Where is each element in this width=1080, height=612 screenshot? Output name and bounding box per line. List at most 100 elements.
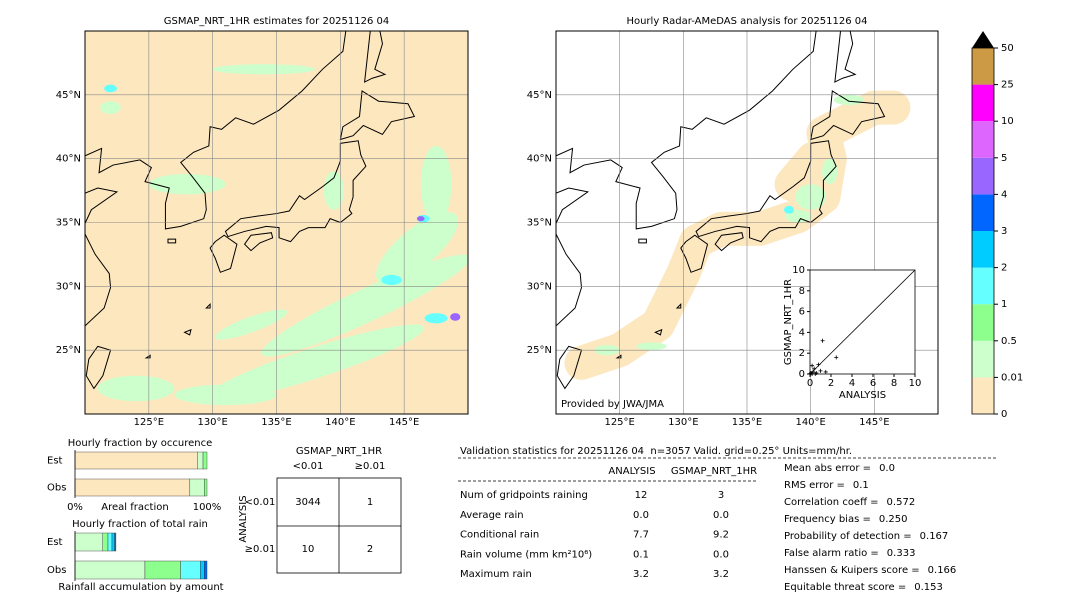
colorbar-swatch xyxy=(972,157,994,195)
colorbar-tick-label: 2 xyxy=(1001,263,1007,274)
score-label: RMS error = xyxy=(784,480,845,491)
bar-segment xyxy=(74,560,146,580)
scatter-point xyxy=(823,369,828,374)
y-tick-label: 30°N xyxy=(56,281,81,292)
colorbar-tick-label: 0.5 xyxy=(1001,336,1017,347)
bar-segment xyxy=(197,451,204,470)
y-tick-label: 35°N xyxy=(56,218,81,229)
x-tick-label: 4 xyxy=(849,378,855,389)
category-label: Obs xyxy=(47,565,66,576)
stats-value: 0.0 xyxy=(633,510,649,521)
stats-label: Conditional rain xyxy=(460,530,539,541)
y-tick-label: 25°N xyxy=(56,345,81,356)
scatter-point xyxy=(816,362,821,367)
y-tick-label: 0 xyxy=(799,369,805,380)
y-tick-label: 35°N xyxy=(527,218,552,229)
colorbar-tick-label: 0.01 xyxy=(1001,372,1023,383)
bar-title: Hourly fraction of total rain xyxy=(72,519,208,530)
stats-value: 3.2 xyxy=(713,569,729,580)
x-tick-label: 0% xyxy=(67,502,83,513)
column-label: ≥0.01 xyxy=(355,461,386,472)
colorbar-swatch xyxy=(972,194,994,231)
x-tick-label: 125°E xyxy=(134,417,164,428)
colorbar-tick-label: 4 xyxy=(1001,189,1007,200)
colorbar-extend xyxy=(972,31,994,48)
bar-segment xyxy=(204,560,208,580)
x-axis-label: Areal fraction xyxy=(101,502,168,513)
colorbar-swatch xyxy=(972,231,994,268)
colorbar-swatch xyxy=(972,377,994,414)
score-value: 0.0 xyxy=(879,463,895,474)
rain-areas xyxy=(97,64,468,406)
bar-segment xyxy=(114,532,117,552)
score-value: 0.1 xyxy=(853,480,869,491)
colorbar-swatch xyxy=(972,84,994,122)
x-tick-label: 2 xyxy=(828,378,834,389)
x-tick-label: 145°E xyxy=(389,417,419,428)
row-title: ANALYSIS xyxy=(238,495,249,542)
y-tick-label: 45°N xyxy=(56,90,81,101)
score-value: 0.250 xyxy=(879,514,908,525)
rain-areas-max xyxy=(416,216,461,321)
bar-segment xyxy=(200,560,205,580)
colorbar-tick-label: 10 xyxy=(1001,116,1014,127)
stats-column: ANALYSIS xyxy=(608,466,655,477)
x-tick-label: 130°E xyxy=(668,417,698,428)
stats-label: Maximum rain xyxy=(460,569,532,580)
score-label: False alarm ratio = xyxy=(784,548,879,559)
column-label: <0.01 xyxy=(293,461,324,472)
bar-segment xyxy=(74,532,103,552)
score-value: 0.166 xyxy=(928,565,957,576)
scatter-point xyxy=(810,363,815,368)
stats-value: 0.1 xyxy=(633,549,649,560)
table-cell: 1 xyxy=(367,497,373,508)
colorbar-tick-label: 5 xyxy=(1001,153,1007,164)
score-value: 0.167 xyxy=(920,531,949,542)
table-cell: 2 xyxy=(367,544,373,555)
bar-segment xyxy=(111,532,115,552)
score-label: Hanssen & Kuipers score = xyxy=(784,565,920,576)
colorbar-tick-label: 25 xyxy=(1001,80,1014,91)
score-value: 0.572 xyxy=(887,497,916,508)
rain-areas xyxy=(594,94,865,356)
one-to-one-line xyxy=(809,269,916,375)
bar-segment xyxy=(74,451,198,470)
scatter-point xyxy=(812,366,817,371)
x-tick-label: 125°E xyxy=(604,417,634,428)
scatter-point xyxy=(818,368,823,373)
scatter-point xyxy=(813,372,818,376)
bar-title: Hourly fraction by occurence xyxy=(68,438,212,449)
bar-segment xyxy=(74,478,191,497)
colorbar-swatch xyxy=(972,267,994,305)
scatter-point xyxy=(834,355,839,360)
bar-segment xyxy=(107,532,113,552)
stats-value: 0.0 xyxy=(713,549,729,560)
colorbar-tick-label: 50 xyxy=(1001,43,1014,54)
stats-title: Validation statistics for 20251126 04 n=… xyxy=(460,446,852,457)
colorbar-swatch xyxy=(972,304,994,341)
scatter-point xyxy=(820,338,825,343)
map-title: GSMAP_NRT_1HR estimates for 20251126 04 xyxy=(164,16,390,27)
colorbar-swatch xyxy=(972,48,994,85)
score-label: Correlation coeff = xyxy=(784,497,879,508)
x-tick-label: 8 xyxy=(891,378,897,389)
category-label: Est xyxy=(47,456,63,467)
y-tick-label: 40°N xyxy=(56,154,81,165)
y-tick-label: 4 xyxy=(799,327,805,338)
row-label: <0.01 xyxy=(245,497,276,508)
colorbar-tick-label: 0 xyxy=(1001,409,1007,420)
y-tick-label: 25°N xyxy=(527,345,552,356)
y-tick-label: 30°N xyxy=(527,281,552,292)
x-tick-label: 100% xyxy=(193,502,222,513)
stats-value: 9.2 xyxy=(713,530,729,541)
score-label: Frequency bias = xyxy=(784,514,871,525)
colorbar-swatch xyxy=(972,121,994,158)
stats-value: 3 xyxy=(718,490,724,501)
stats-value: 0.0 xyxy=(713,510,729,521)
x-tick-label: 140°E xyxy=(795,417,825,428)
x-axis-label: Rainfall accumulation by amount xyxy=(58,582,223,593)
bar-segment xyxy=(102,532,109,552)
row-label: ≥0.01 xyxy=(245,544,276,555)
x-axis-label: ANALYSIS xyxy=(839,390,886,401)
